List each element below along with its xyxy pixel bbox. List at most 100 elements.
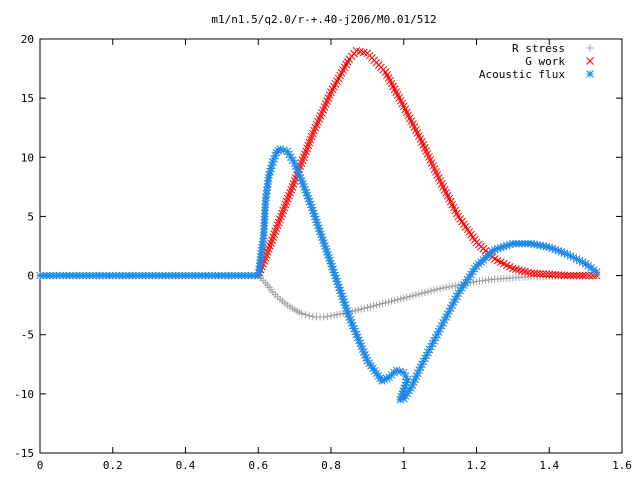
- data-point: [551, 270, 560, 279]
- data-point: [403, 293, 411, 301]
- data-point: [354, 306, 362, 314]
- data-point: [539, 270, 548, 278]
- data-point: [439, 284, 447, 292]
- data-point: [554, 271, 563, 279]
- data-point: [585, 271, 594, 280]
- x-tick-label: 0.4: [176, 459, 196, 472]
- data-point: [376, 300, 383, 308]
- data-point: [305, 312, 313, 320]
- series-g-work: [254, 46, 601, 280]
- data-point: [388, 297, 396, 305]
- data-point: [542, 270, 551, 279]
- data-point: [415, 290, 423, 298]
- data-point: [415, 366, 424, 375]
- y-tick-label: 10: [21, 151, 34, 164]
- data-point: [545, 270, 554, 279]
- data-point: [391, 296, 399, 304]
- x-tick-label: 1.2: [467, 459, 487, 472]
- data-point: [382, 299, 390, 307]
- data-point: [569, 271, 578, 280]
- data-point: [418, 289, 426, 297]
- legend-marker: [586, 70, 594, 78]
- data-point: [302, 311, 310, 319]
- x-tick-label: 0.8: [321, 459, 341, 472]
- data-point: [445, 283, 453, 291]
- y-tick-label: 15: [21, 92, 34, 105]
- series-acoustic-flux: [36, 145, 601, 404]
- data-point: [394, 296, 402, 304]
- series-r-stress: [254, 272, 601, 321]
- x-tick-label: 1.4: [539, 459, 559, 472]
- y-tick-label: 20: [21, 33, 34, 46]
- data-point: [563, 271, 572, 280]
- data-point: [412, 291, 420, 299]
- x-tick-label: 1.6: [612, 459, 632, 472]
- data-point: [448, 282, 456, 290]
- data-point: [530, 269, 538, 278]
- data-point: [536, 269, 545, 278]
- x-tick-label: 1: [400, 459, 407, 472]
- data-point: [424, 288, 432, 296]
- data-point: [397, 295, 405, 303]
- data-point: [509, 264, 517, 273]
- ticks-layer: 0 0.2 0.4 0.6 0.8 1 1.2 1.4 1.6 -15 -10 -5 0 5 10 15 20: [14, 33, 632, 472]
- data-point: [436, 285, 444, 293]
- data-point: [557, 271, 566, 280]
- data-point: [379, 300, 387, 308]
- data-point: [360, 304, 368, 312]
- data-point: [442, 313, 451, 321]
- data-point: [515, 266, 523, 274]
- data-point: [451, 282, 459, 290]
- data-point: [320, 313, 328, 321]
- data-point: [469, 278, 477, 286]
- series-layer: [36, 46, 601, 404]
- data-point: [406, 292, 414, 300]
- legend-label: R stress: [512, 42, 565, 55]
- data-point: [366, 303, 374, 311]
- legend-marker: [586, 57, 594, 65]
- data-point: [409, 292, 417, 300]
- data-point: [575, 271, 584, 280]
- legend-marker: [586, 44, 594, 52]
- data-point: [442, 283, 450, 291]
- data-point: [285, 150, 294, 159]
- data-point: [548, 270, 557, 279]
- y-tick-label: -15: [14, 447, 34, 460]
- data-point: [581, 271, 590, 280]
- legend-label: G work: [525, 55, 565, 68]
- data-point: [372, 301, 380, 309]
- y-tick-label: -5: [21, 329, 34, 342]
- data-point: [433, 285, 441, 293]
- data-point: [521, 267, 529, 276]
- data-point: [533, 269, 541, 278]
- data-point: [336, 310, 344, 318]
- data-point: [592, 268, 601, 276]
- data-point: [385, 298, 393, 306]
- data-point: [451, 295, 460, 304]
- data-point: [333, 311, 341, 319]
- data-point: [363, 304, 371, 312]
- data-point: [351, 307, 359, 315]
- data-point: [298, 309, 306, 317]
- data-point: [572, 271, 581, 280]
- data-point: [430, 286, 438, 294]
- data-point: [512, 265, 520, 274]
- y-tick-label: 0: [27, 270, 34, 283]
- y-tick-label: -10: [14, 388, 34, 401]
- data-point: [323, 312, 331, 320]
- data-point: [421, 289, 429, 297]
- data-point: [369, 302, 377, 310]
- legend-label: Acoustic flux: [479, 68, 565, 81]
- data-point: [524, 268, 532, 277]
- data-point: [330, 311, 338, 319]
- data-point: [560, 271, 569, 280]
- y-tick-label: 5: [27, 210, 34, 223]
- data-point: [578, 271, 587, 280]
- data-point: [427, 287, 435, 295]
- data-point: [322, 245, 330, 253]
- data-point: [518, 266, 526, 275]
- data-point: [327, 312, 335, 320]
